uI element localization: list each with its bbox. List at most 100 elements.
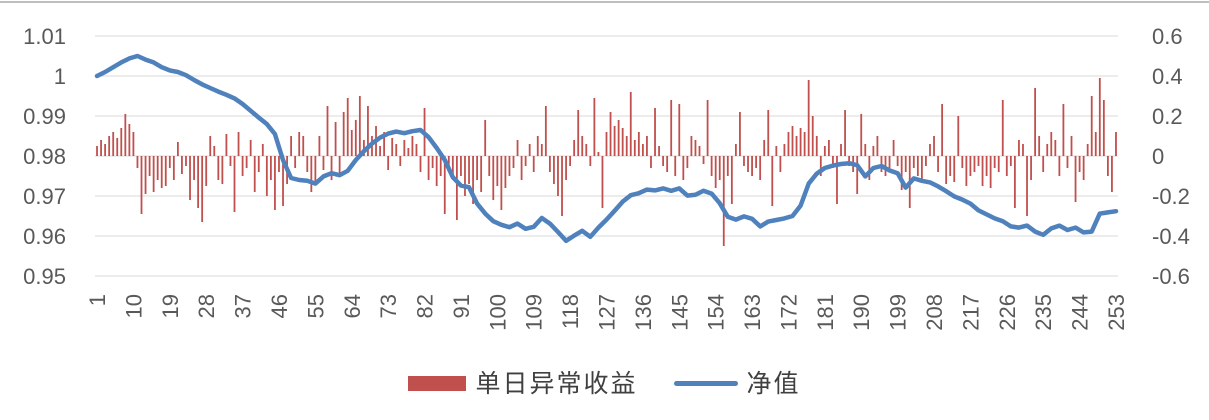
right-axis-tick-label: 0 xyxy=(1152,144,1164,169)
bar xyxy=(100,140,102,156)
left-axis-tick-label: 0.99 xyxy=(23,104,66,129)
bar xyxy=(799,128,802,156)
bar xyxy=(492,156,495,200)
bar xyxy=(480,156,483,192)
bar xyxy=(811,116,814,156)
bar xyxy=(322,156,325,170)
bar xyxy=(468,156,470,184)
x-axis-tick-label: 235 xyxy=(1031,294,1056,331)
bar xyxy=(815,136,818,156)
bar xyxy=(698,146,701,156)
bar xyxy=(945,156,948,184)
bar xyxy=(771,156,774,206)
x-axis-tick-label: 172 xyxy=(776,294,801,331)
x-axis-tick-label: 217 xyxy=(958,294,983,331)
bar xyxy=(524,156,527,166)
bar xyxy=(265,156,268,196)
bar xyxy=(354,120,357,156)
bar xyxy=(334,122,337,156)
bar xyxy=(104,144,107,156)
bar xyxy=(589,156,592,166)
bar xyxy=(548,156,551,172)
bar xyxy=(1074,156,1077,202)
right-axis-labels: 0.6 0.4 0.2 0 -0.2 -0.4 -0.6 xyxy=(1152,24,1190,289)
bar xyxy=(985,156,988,176)
bar xyxy=(338,156,341,176)
bar xyxy=(1106,156,1109,176)
bar xyxy=(310,156,313,192)
bar xyxy=(451,156,454,180)
bar xyxy=(577,110,580,156)
bar xyxy=(176,142,179,156)
bar xyxy=(245,156,248,168)
legend-item-nav[interactable]: 净值 xyxy=(673,371,801,396)
bar xyxy=(1042,156,1045,172)
bar xyxy=(237,132,240,156)
bar xyxy=(1066,156,1069,168)
bar xyxy=(193,156,195,180)
bar xyxy=(168,156,171,168)
bar xyxy=(120,128,123,156)
bar xyxy=(650,156,652,168)
bar xyxy=(358,96,361,156)
bar xyxy=(759,156,762,180)
bar xyxy=(132,132,135,156)
x-axis-tick-label: 109 xyxy=(522,294,547,331)
bar xyxy=(96,146,98,156)
bar xyxy=(136,156,139,168)
bar xyxy=(148,156,151,176)
bar xyxy=(561,156,563,216)
bar xyxy=(929,144,931,156)
bar xyxy=(969,156,972,176)
bar xyxy=(1050,132,1053,156)
bar xyxy=(431,156,434,168)
bar xyxy=(306,156,309,172)
bar xyxy=(391,138,394,156)
bar xyxy=(609,112,612,156)
bar xyxy=(658,146,660,156)
bar xyxy=(1046,144,1049,156)
bar xyxy=(233,156,236,212)
bar xyxy=(1082,156,1085,180)
bar xyxy=(557,156,559,196)
bar xyxy=(941,104,944,156)
bar xyxy=(678,104,681,156)
bar xyxy=(912,156,915,168)
bar xyxy=(937,156,939,172)
x-axis-tick-label: 82 xyxy=(413,294,438,318)
line-series-nav xyxy=(94,53,1119,244)
bar xyxy=(164,156,167,186)
bar xyxy=(641,144,644,156)
bar xyxy=(488,156,491,176)
bar xyxy=(1005,156,1008,176)
bar xyxy=(868,156,871,180)
bar xyxy=(791,126,794,156)
bar xyxy=(916,156,919,176)
bar xyxy=(1018,140,1020,156)
bar xyxy=(298,132,301,156)
bar xyxy=(646,136,648,156)
left-axis-tick-label: 1.01 xyxy=(23,24,66,49)
bar xyxy=(856,156,859,194)
bar xyxy=(763,140,766,156)
bar xyxy=(961,156,964,168)
legend-item-abnormal-return[interactable]: 单日异常收益 xyxy=(408,371,637,396)
bar xyxy=(205,156,208,186)
bar xyxy=(832,156,834,168)
bar xyxy=(362,140,365,156)
bar xyxy=(500,156,503,210)
bar xyxy=(694,140,697,156)
bar xyxy=(464,156,466,196)
bar xyxy=(181,156,183,174)
bar xyxy=(690,136,693,156)
bar xyxy=(925,156,927,166)
bar xyxy=(399,156,402,166)
x-axis-tick-label: 10 xyxy=(121,294,146,318)
bar xyxy=(1038,136,1041,156)
left-axis-tick-label: 0.95 xyxy=(23,264,66,289)
bar xyxy=(140,156,143,214)
bar xyxy=(674,156,677,176)
bar xyxy=(629,92,632,156)
